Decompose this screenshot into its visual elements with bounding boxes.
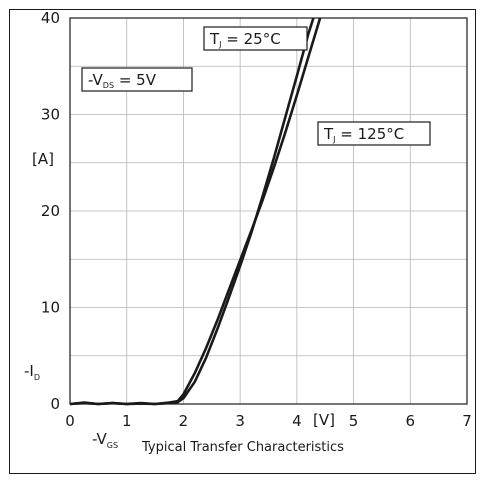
x-tick-label: 0 (65, 412, 75, 430)
y-tick-label: 0 (50, 395, 60, 413)
tj125-annotation: TJ = 125°C (317, 121, 431, 146)
tj25-annotation: TJ = 25°C (203, 26, 308, 51)
x-tick-label: 1 (122, 412, 132, 430)
y-tick-label: 20 (41, 202, 60, 220)
vds-annotation: -VDS = 5V (81, 67, 193, 92)
x-tick-labels: 0 1 2 3 4 5 6 7 (65, 412, 472, 430)
x-axis-label: -VGS (92, 430, 118, 450)
x-tick-label: 7 (462, 412, 472, 430)
x-tick-label: 6 (406, 412, 416, 430)
y-axis-unit: [A] (32, 150, 54, 168)
y-tick-labels: 0 10 20 30 40 (41, 9, 60, 413)
x-tick-label: 2 (179, 412, 189, 430)
y-tick-label: 40 (41, 9, 60, 27)
y-axis-label: -ID (24, 362, 40, 382)
x-axis-unit: [V] (313, 411, 335, 429)
figure-frame (9, 9, 476, 474)
y-tick-label: 30 (41, 106, 60, 124)
svg-text:TJ = 25°C: TJ = 25°C (209, 30, 281, 49)
x-tick-label: 4 (292, 412, 302, 430)
series-group (70, 18, 322, 406)
svg-text:TJ = 125°C: TJ = 125°C (323, 125, 404, 144)
plot-area (69, 17, 468, 405)
x-tick-label: 3 (235, 412, 245, 430)
x-tick-label: 5 (349, 412, 359, 430)
svg-text:-VDS = 5V: -VDS = 5V (88, 71, 157, 90)
series-line-tj-125c (70, 18, 322, 406)
grid (70, 18, 467, 404)
y-tick-label: 10 (41, 299, 60, 317)
chart-title: Typical Transfer Characteristics (141, 440, 344, 455)
